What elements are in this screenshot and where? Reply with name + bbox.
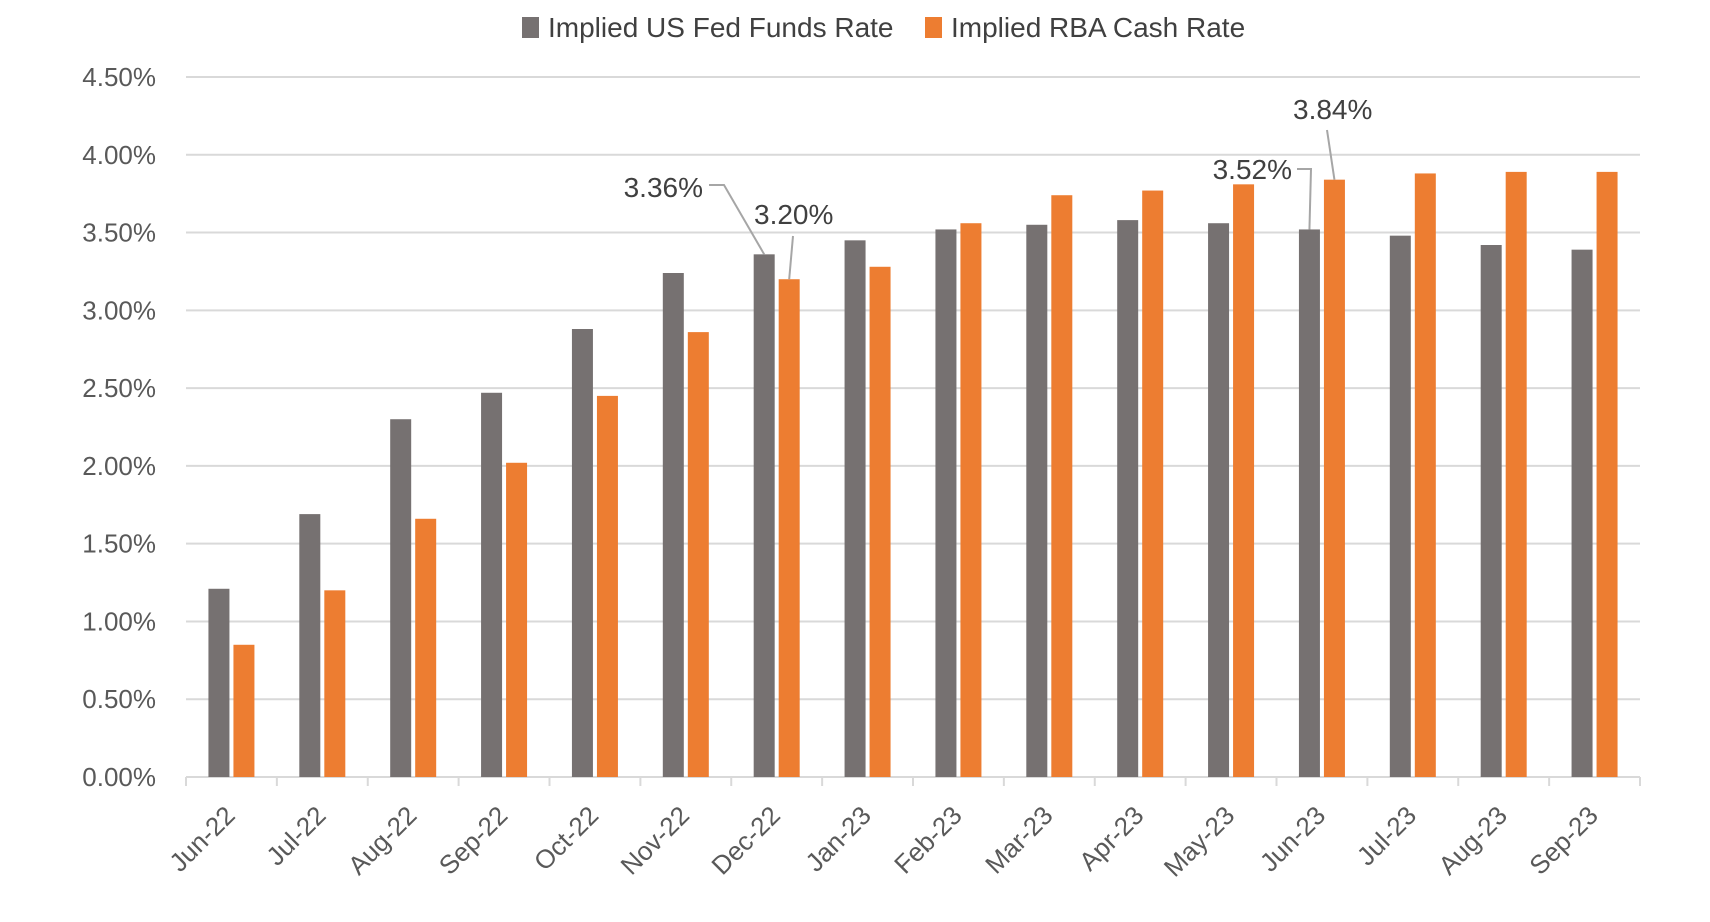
data-label: 3.84%	[1293, 94, 1372, 125]
y-tick-label: 2.50%	[82, 373, 156, 403]
bars	[208, 171, 1618, 778]
x-tick-label: Feb-23	[888, 800, 967, 879]
legend-swatch-us-fed	[522, 17, 539, 38]
data-label: 3.52%	[1213, 154, 1292, 185]
x-tick-label: Jun-22	[163, 800, 240, 877]
x-tick-label: Sep-22	[433, 800, 513, 880]
bar-us-fed	[1389, 235, 1411, 777]
y-axis: 0.00% 0.50% 1.00% 1.50% 2.00% 2.50% 3.00% 3.50%…	[82, 62, 156, 792]
bar-us-fed	[390, 419, 412, 777]
x-tick-label: Jun-23	[1254, 800, 1331, 877]
bar-rba	[1051, 195, 1073, 777]
y-tick-label: 0.50%	[82, 684, 156, 714]
bar-us-fed	[481, 392, 503, 777]
bar-us-fed	[1208, 223, 1230, 777]
x-tick-label: Mar-23	[979, 800, 1058, 879]
bar-rba	[1323, 179, 1345, 777]
y-tick-label: 3.50%	[82, 218, 156, 248]
bar-rba	[1505, 171, 1527, 777]
bar-us-fed	[1480, 245, 1502, 777]
bar-rba	[324, 590, 346, 777]
x-tick-label: Jan-23	[799, 800, 876, 877]
bar-rba	[778, 279, 800, 777]
bar-us-fed	[299, 514, 321, 777]
y-tick-label: 1.00%	[82, 606, 156, 636]
y-tick-label: 1.50%	[82, 529, 156, 559]
bar-us-fed	[1026, 224, 1048, 777]
bar-us-fed	[1298, 229, 1320, 777]
bar-rba	[233, 644, 255, 777]
x-tick-label: May-23	[1158, 800, 1241, 883]
callout-line	[709, 184, 766, 255]
callout-line	[788, 235, 794, 280]
bar-rba	[1596, 171, 1618, 777]
y-tick-label: 2.00%	[82, 451, 156, 481]
bar-us-fed	[208, 588, 230, 777]
y-tick-label: 3.00%	[82, 295, 156, 325]
x-tick-label: Oct-22	[528, 800, 604, 876]
legend-swatch-rba	[925, 17, 942, 38]
legend: Implied US Fed Funds Rate Implied RBA Ca…	[522, 12, 1245, 43]
bar-us-fed	[1117, 220, 1139, 778]
data-label: 3.20%	[754, 199, 833, 230]
x-tick-label: Sep-23	[1523, 800, 1603, 880]
callout-line	[1297, 168, 1313, 230]
bar-rba	[1414, 173, 1436, 777]
bar-us-fed	[662, 273, 684, 777]
x-tick-label: Jul-23	[1351, 800, 1422, 871]
x-tick-label: Jul-22	[260, 800, 331, 871]
bar-us-fed	[1571, 249, 1593, 777]
legend-label-us-fed: Implied US Fed Funds Rate	[548, 12, 894, 43]
data-label: 3.36%	[624, 172, 703, 203]
bar-rba	[1142, 190, 1164, 778]
bar-rba	[415, 518, 437, 777]
y-tick-label: 4.00%	[82, 140, 156, 170]
bar-us-fed	[844, 240, 866, 778]
y-tick-label: 0.00%	[82, 762, 156, 792]
x-tick-label: Aug-22	[342, 800, 422, 880]
y-tick-label: 4.50%	[82, 62, 156, 92]
bar-rba	[687, 332, 709, 777]
x-tick-label: Aug-23	[1432, 800, 1512, 880]
bar-us-fed	[753, 254, 775, 778]
bar-us-fed	[935, 229, 957, 777]
bar-us-fed	[571, 329, 593, 777]
x-tick-label: Dec-22	[705, 800, 785, 880]
bar-rba	[960, 223, 982, 777]
annotations: 3.36% 3.20% 3.52%3.84%	[624, 94, 1372, 280]
bar-rba	[596, 395, 618, 777]
x-axis: Jun-22 Jul-22 Aug-22 Sep-22 Oct-22 Nov-22 Dec-…	[163, 776, 1641, 883]
legend-label-rba: Implied RBA Cash Rate	[951, 12, 1245, 43]
bar-rba	[869, 266, 891, 777]
bar-rba	[506, 462, 528, 777]
x-tick-label: Apr-23	[1073, 800, 1149, 876]
callout-line	[1326, 129, 1336, 180]
bar-rba	[1233, 184, 1255, 778]
x-tick-label: Nov-22	[615, 800, 695, 880]
